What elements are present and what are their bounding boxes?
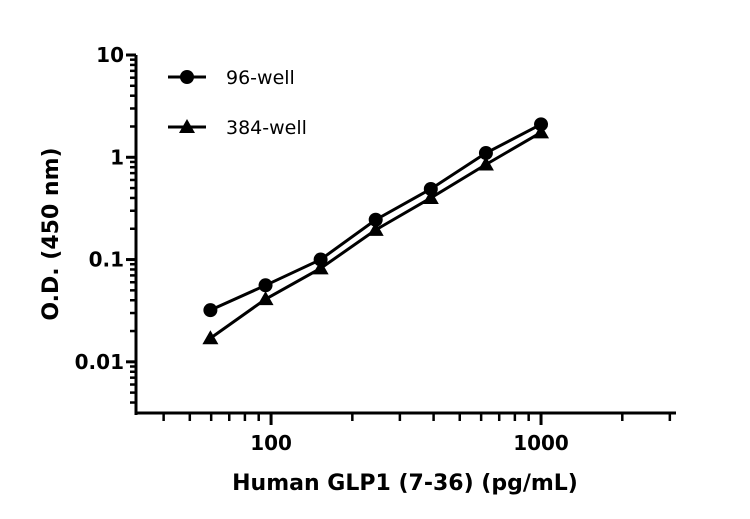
legend-marker-384-well xyxy=(179,119,195,133)
y-tick-label: 10 xyxy=(96,43,124,67)
data-point-96-well xyxy=(478,146,493,161)
data-point-384-well xyxy=(257,291,274,306)
y-tick-label: 1 xyxy=(110,145,124,169)
data-point-96-well xyxy=(368,212,383,227)
data-point-384-well xyxy=(312,260,329,275)
x-tick-label: 100 xyxy=(250,431,292,455)
data-point-96-well xyxy=(534,117,549,132)
data-point-384-well xyxy=(422,189,439,204)
data-point-96-well xyxy=(203,303,218,318)
data-point-96-well xyxy=(258,278,273,293)
data-point-96-well xyxy=(423,181,438,196)
data-point-384-well xyxy=(533,124,550,139)
data-point-384-well xyxy=(477,156,494,171)
legend-label: 384-well xyxy=(226,117,307,139)
data-point-96-well xyxy=(313,252,328,267)
x-tick-label: 1000 xyxy=(513,431,569,455)
x-axis-title: Human GLP1 (7-36) (pg/mL) xyxy=(232,471,578,496)
legend-marker-96-well xyxy=(180,70,194,84)
legend: 96-well 384-well xyxy=(168,67,307,139)
y-axis-title: O.D. (450 nm) xyxy=(39,147,64,320)
y-tick-label: 0.1 xyxy=(89,248,124,272)
data-point-384-well xyxy=(367,221,384,236)
legend-label: 96-well xyxy=(226,67,295,89)
y-tick-label: 0.01 xyxy=(75,350,124,374)
data-point-384-well xyxy=(202,330,219,345)
